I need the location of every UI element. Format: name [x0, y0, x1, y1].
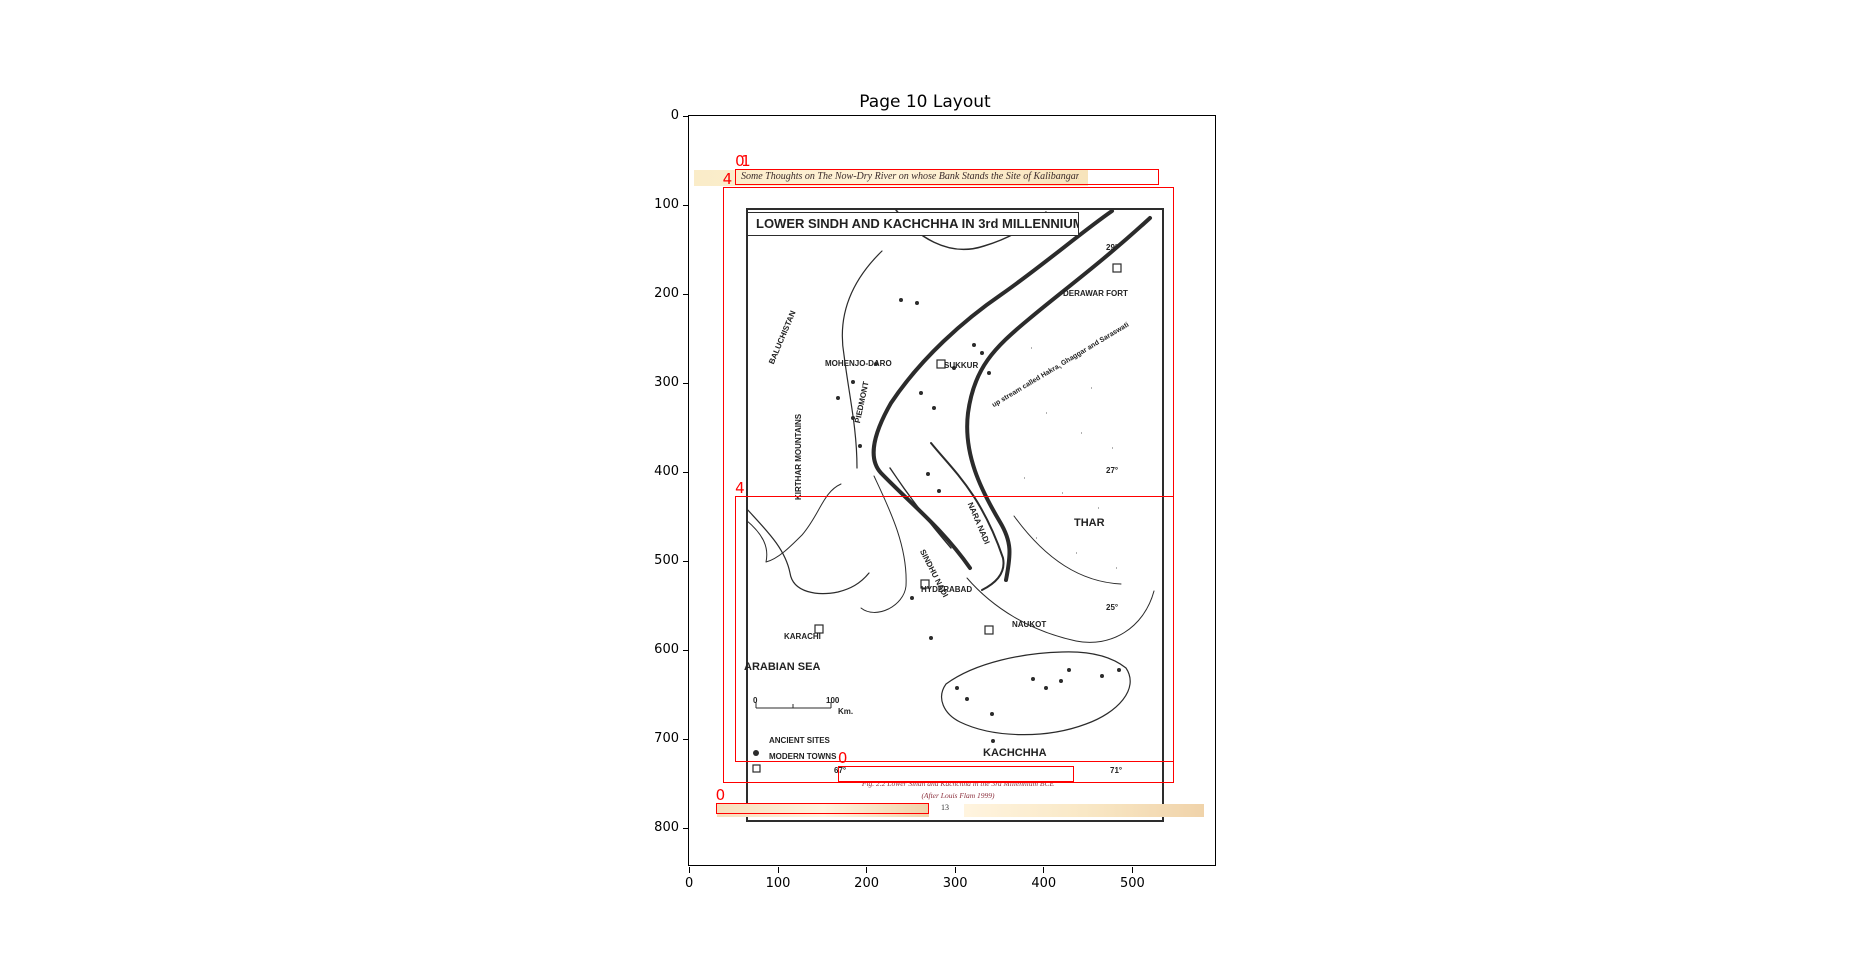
layout-region-label: 0	[837, 748, 848, 767]
legend-ancient-site-marker	[753, 750, 759, 756]
mohenjo-daro-label: MOHENJO-DARO	[825, 359, 892, 368]
modern-towns-legend-label: MODERN TOWNS	[769, 752, 837, 761]
y-axis-tick	[683, 293, 689, 295]
kachchha-label: KACHCHHA	[983, 747, 1047, 759]
footer-paper-band-right	[964, 804, 1204, 817]
y-axis-tick-label: 300	[654, 374, 679, 390]
derawar-fort-label: DERAWAR FORT	[1063, 289, 1128, 298]
x-axis-tick-label: 400	[1031, 876, 1057, 891]
x-axis-tick-label: 200	[854, 876, 879, 891]
y-axis-tick-label: 100	[654, 196, 679, 212]
y-axis-tick	[683, 560, 689, 562]
arabian-sea-label: ARABIAN SEA	[744, 661, 821, 673]
figure-caption-line-2: (After Louis Flam 1999)	[921, 791, 995, 800]
delta-line-2	[889, 467, 952, 549]
hyderabad-label: HYDERABAD	[921, 585, 973, 594]
y-axis-tick	[683, 382, 689, 384]
rann-coastline	[966, 577, 1155, 643]
y-axis-tick	[683, 116, 689, 117]
mountain-broken-edge	[746, 483, 842, 563]
sindhu-river-line	[871, 209, 1114, 570]
y-axis-tick	[683, 649, 689, 651]
y-axis-tick	[683, 204, 689, 206]
y-axis-tick-label: 800	[654, 819, 679, 835]
x-axis-tick	[866, 867, 868, 873]
ancient-site-dots	[836, 298, 1121, 743]
modern-town-squares	[752, 263, 1122, 773]
karachi-label: KARACHI	[784, 632, 821, 641]
scale-zero-label: 0	[753, 696, 758, 705]
x-axis-tick	[777, 867, 779, 873]
footer-paper-band-left	[717, 804, 929, 817]
x-axis-tick	[1131, 867, 1133, 873]
nara-river-line	[930, 442, 1005, 591]
y-axis-tick-label: 700	[654, 730, 679, 746]
eastern-thar-boundary	[1013, 515, 1122, 585]
scale-bar	[755, 702, 832, 709]
header-paper-band	[694, 170, 1088, 186]
thar-dot-pattern	[1024, 347, 1117, 569]
plot-axes: 0 100 200 300 400 500 600 700 800 0 100 200 300 400 50…	[654, 108, 1216, 891]
x-axis-tick	[954, 867, 956, 873]
x-axis-tick-label: 100	[765, 876, 791, 891]
x-axis-tick-label: 500	[1119, 876, 1145, 891]
page-number: 13	[941, 803, 949, 812]
map-drawing	[746, 209, 1155, 773]
y-axis-tick	[683, 827, 689, 829]
map-title: LOWER SINDH AND KACHCHHA IN 3rd MILLENNI…	[747, 212, 1079, 236]
figure-caption-line-1: Fig. 2.2 Lower Sindh and Kachchha in the…	[861, 779, 1055, 788]
layout-region-label: 0	[735, 152, 745, 171]
y-axis-tick-label: 200	[654, 285, 679, 301]
naukot-label: NAUKOT	[1012, 620, 1047, 629]
longitude-67-label: 67°	[834, 766, 847, 775]
y-axis-tick-label: 0	[670, 108, 679, 123]
thar-label: THAR	[1074, 517, 1105, 529]
kirthar-mountains-label: KIRTHAR MOUNTAINS	[794, 413, 803, 500]
longitude-71-label: 71°	[1110, 766, 1123, 775]
y-axis-tick-label: 400	[654, 463, 679, 479]
hakra-river-line	[965, 216, 1152, 582]
x-axis-tick-label: 300	[942, 876, 968, 891]
sukkur-label: SUKKUR	[944, 361, 979, 370]
document-page-image: Some Thoughts on The Now-Dry River on wh…	[689, 116, 1215, 865]
x-axis-tick	[1043, 867, 1045, 873]
layout-region-label: 4	[722, 170, 733, 189]
y-axis-tick	[683, 471, 689, 473]
delta-line-1	[860, 475, 907, 613]
layout-region-label: 4	[735, 478, 745, 497]
y-axis-tick	[683, 738, 689, 740]
latitude-27-label: 27°	[1106, 466, 1119, 475]
kilometre-label: Km.	[838, 707, 854, 716]
latitude-29-label: 29°	[1106, 243, 1119, 252]
layout-region-label: 0	[715, 785, 726, 804]
layout-region-label: 1	[741, 152, 751, 171]
kachchha-coast	[941, 651, 1131, 736]
x-axis-tick-label: 0	[685, 876, 694, 891]
running-header: Some Thoughts on The Now-Dry River on wh…	[741, 171, 1079, 182]
latitude-25-label: 25°	[1106, 603, 1119, 612]
x-axis-tick	[689, 867, 690, 873]
y-axis-tick-label: 600	[654, 641, 679, 657]
scale-hundred-label: 100	[826, 696, 840, 705]
ancient-sites-legend-label: ANCIENT SITES	[769, 736, 830, 745]
karachi-coast	[746, 507, 870, 595]
y-axis-tick-label: 500	[654, 552, 679, 568]
plot-title: Page 10 Layout	[859, 92, 991, 112]
western-piedmont-line	[841, 250, 883, 469]
